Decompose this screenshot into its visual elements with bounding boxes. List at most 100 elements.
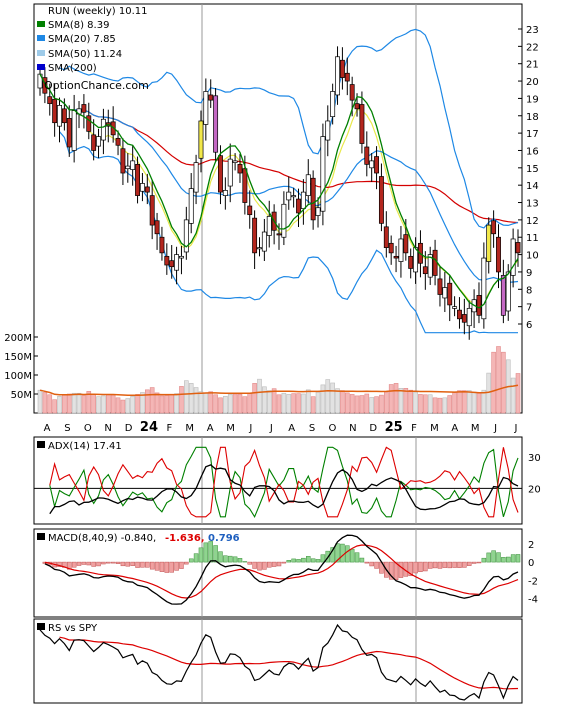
candle-body	[442, 287, 448, 299]
volume-bar	[105, 394, 111, 414]
macd-histogram-bar	[252, 561, 257, 569]
candle-body	[154, 220, 160, 235]
volume-bar	[76, 392, 82, 414]
volume-bar	[515, 373, 521, 414]
macd-line	[44, 534, 519, 605]
x-axis-label: J	[269, 423, 273, 434]
candle-body	[208, 94, 214, 101]
candle-body	[354, 103, 360, 110]
candle-body	[164, 255, 170, 266]
volume-bar	[169, 394, 174, 414]
macd-histogram-bar	[481, 557, 487, 563]
macd-histogram-bar	[393, 561, 399, 581]
volume-bar	[179, 386, 184, 414]
candle-body	[242, 168, 248, 203]
candle-body	[222, 190, 228, 196]
macd-histogram-bar	[432, 561, 438, 569]
volume-tick-label: 200M	[4, 333, 32, 344]
macd-histogram-bar	[315, 559, 321, 563]
macd-histogram-bar	[169, 561, 174, 573]
macd-label: MACD(8,40,9) -0.840,	[48, 533, 156, 544]
candle-body	[427, 254, 433, 278]
volume-bar	[208, 391, 214, 414]
volume-bar	[403, 387, 409, 414]
x-axis-label: F	[166, 423, 172, 434]
x-axis-label: F	[411, 423, 417, 434]
macd-histogram-bar	[242, 561, 248, 563]
rs-legend-swatch	[37, 623, 45, 630]
macd-histogram-bar	[457, 561, 462, 568]
macd-histogram-bar	[510, 554, 516, 563]
macd-histogram-bar	[340, 543, 345, 563]
candle-body	[491, 220, 497, 235]
candle-body	[188, 188, 194, 224]
candle-body	[159, 236, 165, 254]
macd-tick-label: -2	[528, 576, 538, 587]
macd-histogram-bar	[198, 547, 204, 563]
volume-bar	[413, 391, 418, 414]
volume-bar	[184, 380, 189, 414]
candle-body	[403, 234, 409, 254]
macd-histogram-bar	[174, 561, 179, 571]
volume-bar	[188, 383, 194, 414]
macd-histogram-bar	[237, 558, 243, 563]
volume-bar	[496, 346, 501, 414]
candle-body	[378, 176, 384, 224]
macd-histogram-bar	[310, 558, 316, 563]
candle-body	[457, 309, 462, 320]
volume-bar	[335, 388, 340, 414]
candle-body	[266, 216, 272, 236]
volume-bar	[242, 396, 248, 414]
candle-body	[218, 155, 223, 193]
macd-histogram-bar	[154, 561, 160, 571]
candle-body	[57, 105, 62, 127]
legend-swatch-sma200	[37, 64, 45, 70]
candle-body	[432, 249, 438, 276]
candle-body	[398, 238, 404, 262]
volume-bar	[384, 391, 389, 414]
volume-bar	[91, 394, 96, 414]
price-tick-label: 15	[526, 164, 539, 175]
volume-bar	[398, 387, 404, 414]
volume-bar	[374, 396, 379, 414]
macd-histogram-bar	[388, 561, 394, 580]
macd-histogram-bar	[515, 554, 521, 563]
minus-di-line	[49, 446, 519, 518]
macd-histogram-bar	[349, 548, 355, 563]
candle-body	[364, 146, 370, 165]
volume-bar	[81, 395, 87, 414]
volume-bar	[237, 394, 243, 414]
candle-body	[388, 242, 394, 254]
volume-bar	[418, 394, 423, 414]
volume-bar	[481, 389, 487, 414]
macd-histogram-bar	[442, 561, 448, 568]
candle-body	[276, 233, 282, 236]
candle-body	[252, 217, 258, 254]
legend-swatch-sma50	[37, 50, 45, 56]
price-tick-label: 16	[526, 146, 539, 157]
volume-bar	[174, 393, 179, 414]
candle-body	[300, 191, 306, 209]
volume-tick-label: 150M	[4, 352, 32, 363]
candle-body	[42, 77, 48, 94]
volume-bar	[437, 397, 443, 414]
volume-bar	[432, 397, 438, 414]
adx-panel: ADX(14) 17.41 20 30	[33, 436, 541, 525]
x-axis-label: O	[84, 423, 92, 434]
volume-bar	[110, 394, 116, 414]
macd-histogram-bar	[320, 554, 326, 563]
candle-body	[408, 255, 414, 269]
volume-bar	[71, 392, 77, 414]
volume-bar	[198, 391, 204, 414]
price-tick-label: 11	[526, 233, 539, 244]
candle-body	[320, 136, 326, 212]
price-tick-label: 18	[526, 112, 539, 123]
x-axis-label: A	[451, 423, 458, 434]
volume-tick-label: 50M	[11, 390, 32, 401]
candle-body	[213, 95, 219, 153]
candle-body	[61, 108, 67, 124]
macd-histogram-bar	[486, 552, 491, 563]
volume-bar	[149, 387, 155, 414]
volume-bar	[203, 392, 209, 414]
macd-histogram-bar	[140, 561, 145, 568]
